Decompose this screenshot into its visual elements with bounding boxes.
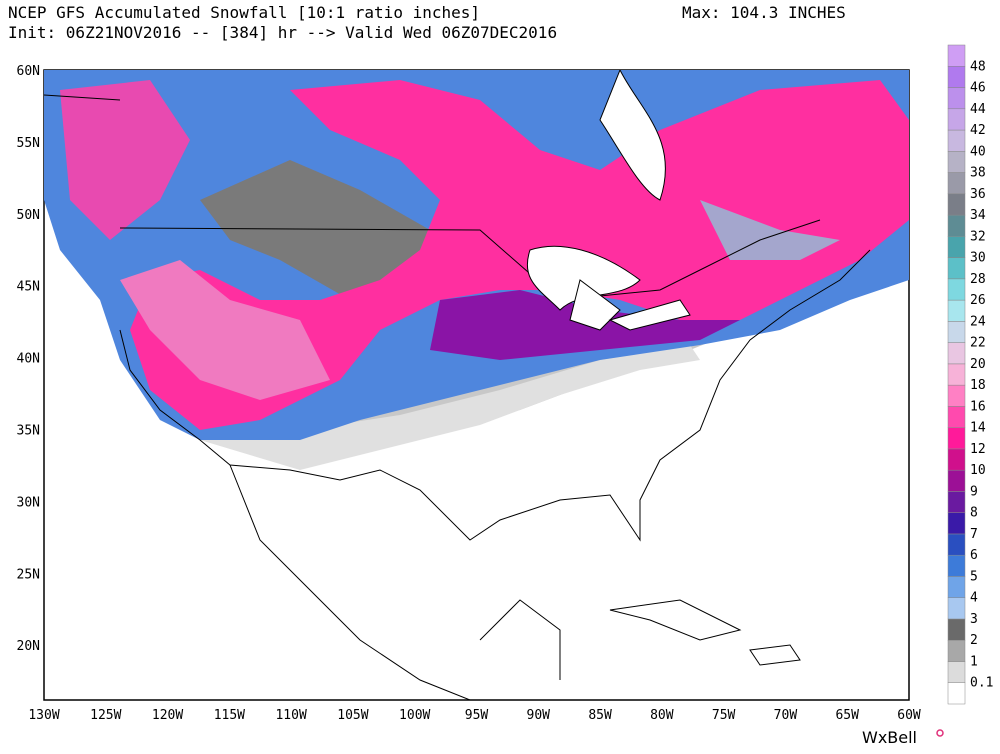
colorbar-box: [947, 236, 966, 258]
colorbar-box: [947, 554, 966, 577]
colorbar-label: 1: [970, 654, 978, 669]
colorbar-box: [947, 214, 966, 237]
colorbar-label: 26: [970, 293, 986, 308]
colorbar-box: [947, 427, 966, 450]
colorbar-box: [947, 448, 966, 471]
colorbar-label: 44: [970, 102, 986, 117]
colorbar-label: 5: [970, 569, 978, 584]
colorbar-label: 14: [970, 421, 986, 436]
colorbar-label: 6: [970, 548, 978, 563]
colorbar-label: 28: [970, 272, 986, 287]
lon-label: 125W: [90, 708, 121, 723]
lon-label: 100W: [399, 708, 430, 723]
colorbar-label: 36: [970, 187, 986, 202]
lon-label: 115W: [214, 708, 245, 723]
colorbar-box: [947, 44, 966, 67]
lon-labels: 130W 125W 120W 115W 110W 105W 100W 95W 90W 85W 80W…: [28, 708, 921, 723]
colorbar-label: 2: [970, 633, 978, 648]
lat-label: 30N: [17, 495, 40, 510]
colorbar-label: 42: [970, 123, 986, 138]
map: [43, 69, 910, 701]
lon-label: 105W: [337, 708, 368, 723]
colorbar-label: 48: [970, 59, 986, 74]
colorbar-box: [947, 363, 966, 386]
lat-label: 35N: [17, 424, 40, 439]
colorbar-box: [947, 618, 966, 641]
colorbar-label: 8: [970, 506, 978, 521]
colorbar-label: 20: [970, 357, 986, 372]
colorbar-label: 32: [970, 229, 986, 244]
colorbar-label: 30: [970, 251, 986, 266]
watermark-dot: [936, 729, 944, 737]
colorbar-label: 34: [970, 208, 986, 223]
colorbar-box: [947, 512, 966, 535]
lon-label: 95W: [465, 708, 489, 723]
lat-label: 50N: [17, 208, 40, 223]
colorbar-box: [947, 87, 966, 110]
colorbar-box: [947, 682, 966, 705]
colorbar-label: 9: [970, 484, 978, 499]
max-value: Max: 104.3 INCHES: [682, 3, 846, 22]
colorbar: 0.11234567891012141618202224262830323436…: [947, 44, 993, 705]
colorbar-box: [947, 321, 966, 343]
lon-label: 90W: [527, 708, 551, 723]
colorbar-label: 22: [970, 336, 986, 351]
colorbar-label: 12: [970, 442, 986, 457]
colorbar-label: 16: [970, 399, 986, 414]
colorbar-box: [947, 342, 966, 365]
colorbar-box: [947, 151, 966, 173]
colorbar-box: [947, 469, 966, 492]
lon-label: 85W: [588, 708, 612, 723]
colorbar-box: [947, 491, 966, 513]
colorbar-label: 4: [970, 591, 978, 606]
watermark: WxBell: [862, 728, 917, 747]
colorbar-label: 10: [970, 463, 986, 478]
colorbar-box: [947, 257, 966, 280]
colorbar-box: [947, 639, 966, 662]
colorbar-label: 7: [970, 527, 978, 542]
colorbar-box: [947, 129, 966, 152]
lat-label: 20N: [17, 639, 40, 654]
lon-label: 75W: [712, 708, 736, 723]
lon-label: 110W: [275, 708, 306, 723]
colorbar-box: [947, 193, 966, 216]
colorbar-label: 40: [970, 144, 986, 159]
lon-label: 65W: [835, 708, 859, 723]
colorbar-label: 38: [970, 166, 986, 181]
lat-label: 45N: [17, 280, 40, 295]
colorbar-label: 18: [970, 378, 986, 393]
colorbar-box: [947, 108, 966, 131]
lon-label: 80W: [650, 708, 674, 723]
colorbar-box: [947, 661, 966, 683]
lat-label: 40N: [17, 352, 40, 367]
colorbar-box: [947, 278, 966, 301]
lon-label: 130W: [28, 708, 59, 723]
colorbar-box: [947, 299, 966, 322]
colorbar-box: [947, 172, 966, 195]
colorbar-label: 46: [970, 81, 986, 96]
title: NCEP GFS Accumulated Snowfall [10:1 rati…: [8, 3, 480, 22]
lat-label: 60N: [17, 64, 40, 79]
lat-labels: 60N 55N 50N 45N 40N 35N 30N 25N 20N: [17, 64, 40, 654]
colorbar-box: [947, 533, 966, 556]
colorbar-label: 3: [970, 612, 978, 627]
colorbar-box: [947, 597, 966, 620]
lon-label: 60W: [897, 708, 921, 723]
colorbar-label: 0.1: [970, 676, 993, 691]
colorbar-box: [947, 384, 966, 407]
colorbar-box: [947, 66, 966, 88]
lon-label: 120W: [152, 708, 183, 723]
subtitle: Init: 06Z21NOV2016 -- [384] hr --> Valid…: [8, 23, 557, 42]
colorbar-box: [947, 576, 966, 598]
colorbar-box: [947, 406, 966, 428]
lat-label: 55N: [17, 136, 40, 151]
colorbar-label: 24: [970, 314, 986, 329]
boundaries: [44, 70, 871, 700]
lon-label: 70W: [774, 708, 798, 723]
lat-label: 25N: [17, 567, 40, 582]
